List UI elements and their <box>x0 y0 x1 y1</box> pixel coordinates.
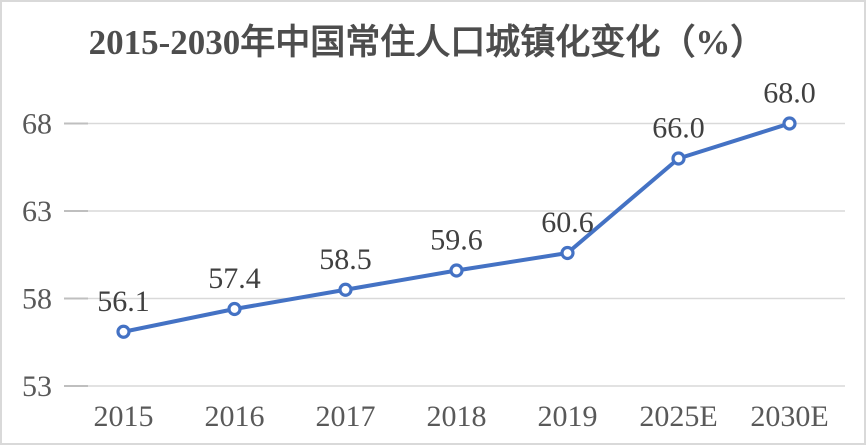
axis-layer: 53 58 63 68 2015 2016 2017 2018 2019 2025E 2030E <box>22 108 829 434</box>
data-point-marker <box>338 282 353 297</box>
y-axis-label: 63 <box>22 195 52 228</box>
data-point-marker <box>116 324 131 339</box>
x-axis-label: 2030E <box>750 400 828 433</box>
data-label: 60.6 <box>541 206 594 239</box>
data-label: 68.0 <box>763 77 816 110</box>
data-label: 58.5 <box>319 243 372 276</box>
grid-layer <box>64 122 845 387</box>
y-axis-label: 68 <box>22 108 52 141</box>
series-layer <box>116 116 797 339</box>
x-axis-label: 2015 <box>94 400 154 433</box>
data-label: 56.1 <box>97 285 150 318</box>
y-axis-label: 58 <box>22 283 52 316</box>
data-point-marker <box>782 116 797 131</box>
y-axis-label: 53 <box>22 370 52 403</box>
chart-title: 2015-2030年中国常住人口城镇化变化（%） <box>89 23 766 62</box>
data-label-layer: 56.1 57.4 58.5 59.6 60.6 66.0 68.0 <box>97 77 816 318</box>
x-axis-label: 2018 <box>427 400 487 433</box>
data-point-marker <box>560 245 575 261</box>
data-label: 57.4 <box>208 262 261 295</box>
x-axis-label: 2019 <box>538 400 598 433</box>
x-axis-label: 2025E <box>639 400 717 433</box>
data-point-marker <box>671 151 686 166</box>
data-label: 66.0 <box>652 112 705 145</box>
x-axis-label: 2016 <box>205 400 265 433</box>
data-point-marker <box>227 301 242 317</box>
data-label: 59.6 <box>430 224 483 257</box>
x-axis-label: 2017 <box>316 400 376 433</box>
data-point-marker <box>449 263 464 278</box>
